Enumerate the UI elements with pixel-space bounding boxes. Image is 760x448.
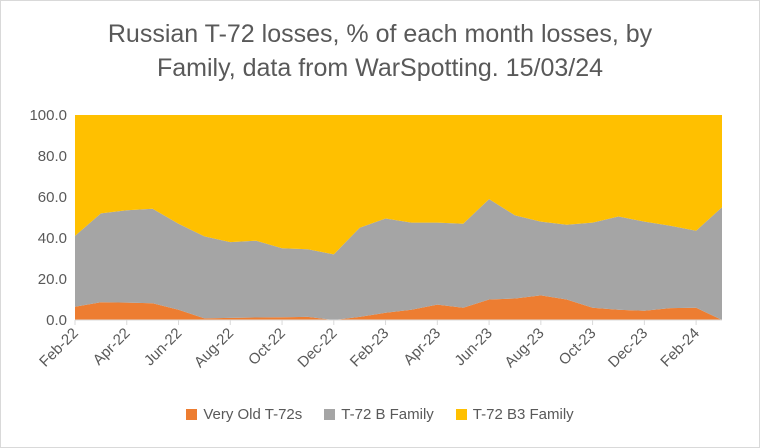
legend-label-b-family: T-72 B Family: [341, 406, 434, 423]
legend-item-b-family: T-72 B Family: [324, 406, 434, 423]
chart-title-line-2: Family, data from WarSpotting. 15/03/24: [156, 54, 604, 82]
x-tick-label: Feb-24: [657, 325, 703, 371]
x-tick-label: Aug-22: [191, 325, 237, 371]
x-tick-label: Apr-23: [400, 325, 444, 369]
y-tick-label: 60.0: [38, 189, 67, 206]
area-t-72-b-family: [75, 199, 722, 320]
x-tick-label: Jun-22: [141, 325, 185, 369]
area-t-72-b3-family: [75, 115, 722, 255]
chart-legend: Very Old T-72s T-72 B Family T-72 B3 Fam…: [1, 406, 759, 423]
y-tick-label: 20.0: [38, 271, 67, 288]
x-tick-label: Oct-23: [556, 325, 600, 369]
y-tick-label: 100.0: [29, 107, 67, 124]
legend-swatch-b3-family: [455, 409, 467, 420]
x-tick-label: Feb-22: [36, 325, 82, 371]
chart-title-line-1: Russian T-72 losses, % of each month los…: [107, 20, 653, 48]
legend-swatch-very-old: [186, 409, 198, 420]
x-tick-label: Jun-23: [451, 325, 495, 369]
area-very-old-t-72s: [75, 295, 722, 320]
x-tick-label: Aug-23: [501, 325, 547, 371]
x-tick-label: Dec-22: [294, 325, 340, 371]
y-tick-label: 80.0: [38, 148, 67, 165]
legend-label-b3-family: T-72 B3 Family: [472, 406, 574, 423]
x-tick-label: Oct-22: [245, 325, 289, 369]
legend-label-very-old: Very Old T-72s: [203, 406, 303, 423]
y-tick-label: 40.0: [38, 230, 67, 247]
y-tick-label: 0.0: [46, 312, 67, 329]
legend-item-very-old: Very Old T-72s: [186, 406, 302, 423]
x-tick-label: Dec-23: [605, 325, 651, 371]
legend-item-b3-family: T-72 B3 Family: [455, 406, 574, 423]
x-tick-label: Apr-22: [90, 325, 134, 369]
chart-title: Russian T-72 losses, % of each month los…: [1, 17, 759, 85]
legend-swatch-b-family: [324, 409, 336, 420]
x-tick-label: Feb-23: [347, 325, 393, 371]
